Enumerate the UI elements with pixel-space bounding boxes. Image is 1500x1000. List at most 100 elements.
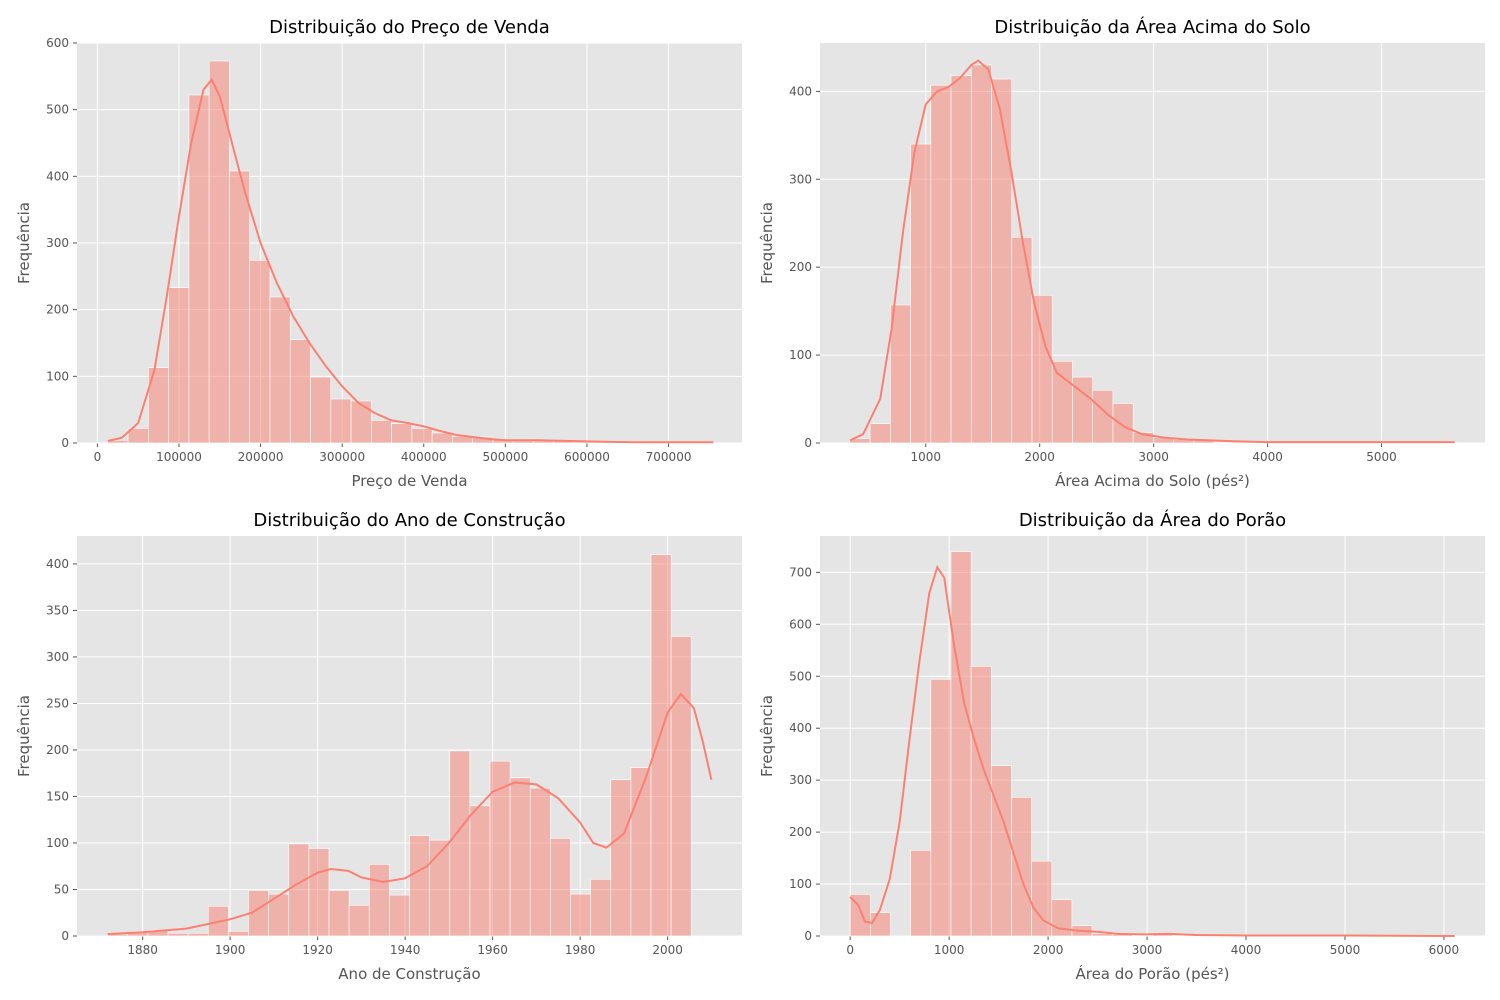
y-axis-label: Frequência [15,202,33,284]
x-tick-label: 3000 [1138,450,1169,464]
histogram-year-built: 1880 1900 1920 1940 1960 1980 2000 0 50 100 150 200… [15,510,742,983]
histogram-bar [391,423,413,444]
histogram-sale-price: 0 100000 200000 300000 400000 500000 600000 700… [15,17,742,490]
x-tick-label: 3000 [1132,943,1163,957]
histogram-bar [411,428,433,444]
y-tick-label: 150 [46,789,69,803]
x-tick-label: 600000 [564,450,610,464]
x-tick-label: 5000 [1330,943,1361,957]
y-axis-label: Frequência [15,695,33,777]
histogram-bar [890,304,911,444]
x-tick-label: 1880 [127,943,158,957]
y-tick-label: 700 [789,565,812,579]
y-tick-label: 500 [46,103,69,117]
histogram-basement-area: 0 1000 2000 3000 4000 5000 6000 0 100 200 300 400 50… [758,509,1485,983]
y-tick-label: 300 [46,236,69,250]
y-axis-label: Frequência [758,202,776,284]
y-axis-label: Frequência [758,695,776,777]
x-axis-label: Preço de Venda [351,472,467,490]
histogram-bar [310,376,332,444]
x-tick-label: 700000 [646,450,692,464]
histogram-bar [1031,860,1053,937]
kde-curve [849,59,1455,444]
histogram-bar [371,420,392,444]
x-tick-label: 2000 [1033,943,1064,957]
x-tick-label: 500000 [482,450,528,464]
y-tick-label: 400 [46,169,69,183]
histogram-bar [1011,236,1033,444]
chart-title: Distribuição da Área Acima do Solo [994,16,1310,38]
histogram-bar [330,398,352,444]
histogram-bar [670,636,692,937]
histogram-bar [289,339,311,444]
kde-curve [107,77,714,444]
histogram-bar [1112,403,1134,444]
chart-title: Distribuição do Ano de Construção [253,510,565,531]
histogram-bar [228,931,249,937]
histogram-bar [229,170,251,444]
histogram-above-ground-area: 1000 2000 3000 4000 5000 0 100 200 300 400 Distrib… [758,16,1485,490]
histogram-bar [1132,935,1153,937]
histogram-bar [610,779,632,937]
histogram-bar [930,679,952,937]
y-tick-label: 200 [789,260,812,274]
x-tick-label: 1940 [390,943,421,957]
y-tick-label: 100 [789,348,812,362]
x-tick-label: 300000 [319,450,365,464]
x-axis-label: Área Acima do Solo (pés²) [1055,471,1250,490]
histogram-bar [187,932,209,937]
y-tick-label: 250 [46,696,69,710]
histogram-bar [1031,295,1053,444]
histogram-bar [368,864,390,937]
histogram-bar [910,143,932,444]
histogram-bar [930,84,952,444]
x-tick-label: 6000 [1429,943,1460,957]
histogram-bar [590,878,612,937]
x-tick-label: 1000 [910,450,941,464]
y-tick-label: 100 [46,836,69,850]
y-tick-label: 0 [61,436,69,450]
x-tick-label: 2000 [1024,450,1055,464]
y-tick-label: 200 [46,743,69,757]
histogram-bar [188,94,210,444]
y-tick-label: 100 [46,369,69,383]
chart-title: Distribuição da Área do Porão [1019,509,1286,531]
histogram-bar [990,765,1012,937]
y-tick-label: 400 [46,557,69,571]
x-tick-label: 1980 [565,943,596,957]
y-tick-label: 600 [46,36,69,50]
histogram-bar [970,64,992,444]
histogram-bar [308,848,330,937]
x-axis-label: Área do Porão (pés²) [1075,964,1229,983]
y-tick-label: 200 [46,303,69,317]
histogram-bar [950,551,972,937]
histogram-bar [970,666,992,937]
histogram-bar [991,78,1013,444]
histogram-bar [168,287,190,444]
histogram-bar [431,432,453,444]
x-tick-label: 1960 [477,943,508,957]
histogram-bar [269,296,291,444]
x-tick-label: 2000 [652,943,683,957]
histogram-bar [348,905,370,937]
histogram-bar [167,932,189,937]
y-tick-label: 500 [789,669,812,683]
y-tick-label: 300 [789,172,812,186]
chart-title: Distribuição do Preço de Venda [269,17,550,38]
kde-curve [849,564,1455,937]
x-tick-label: 200000 [238,450,284,464]
histogram-bar [449,750,471,937]
y-tick-label: 300 [46,650,69,664]
x-tick-label: 1900 [215,943,246,957]
histogram-bar [910,849,932,937]
x-tick-label: 1000 [934,943,965,957]
y-tick-label: 50 [54,882,69,896]
histogram-bar [249,260,271,444]
histogram-bar [1011,796,1032,937]
y-tick-label: 400 [789,84,812,98]
histogram-bar [1213,441,1235,444]
x-axis-label: Ano de Construção [338,965,480,983]
kde-curve [107,692,713,936]
histogram-bar [570,893,591,937]
x-tick-label: 0 [94,450,102,464]
